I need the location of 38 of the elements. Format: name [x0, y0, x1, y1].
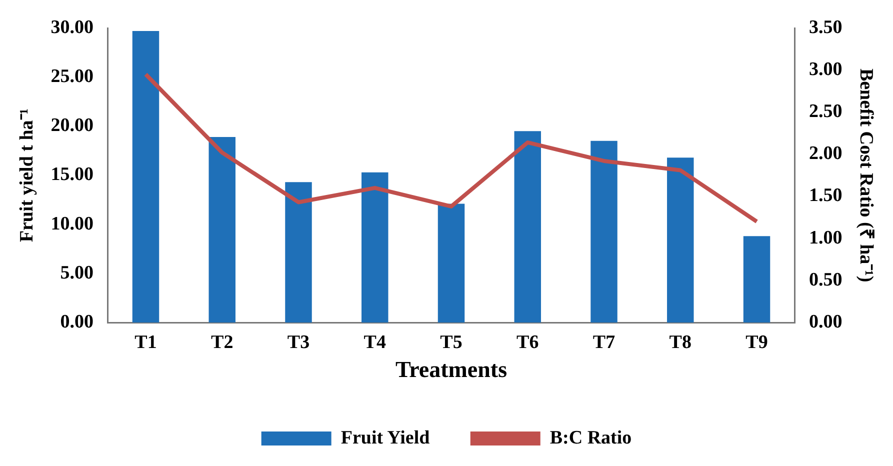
- bar: [743, 236, 770, 323]
- x-tick-label: T2: [211, 332, 234, 353]
- y2-tick-label: 0.50: [808, 269, 842, 290]
- x-tick-label: T7: [592, 332, 616, 353]
- x-axis-title: Treatments: [395, 357, 508, 382]
- y-tick-label: 0.00: [60, 312, 94, 333]
- x-tick-label: T5: [440, 332, 462, 353]
- bar: [132, 30, 160, 323]
- y2-tick-label: 1.00: [808, 227, 842, 248]
- y-tick-label: 5.00: [60, 262, 94, 284]
- bar: [667, 158, 694, 323]
- bar: [514, 131, 541, 323]
- y-tick-label: 30.00: [50, 16, 94, 38]
- x-tick-label: T3: [287, 332, 310, 353]
- bar: [590, 140, 618, 323]
- bar: [438, 204, 465, 323]
- y-tick-label: 15.00: [50, 164, 94, 186]
- x-tick-label: T1: [134, 332, 157, 353]
- bar: [208, 137, 236, 323]
- y-tick-label: 25.00: [50, 66, 94, 88]
- x-tick-label: T6: [516, 332, 539, 353]
- y2-tick-label: 1.50: [808, 185, 842, 206]
- y-tick-label: 10.00: [50, 213, 94, 234]
- x-tick-label: T4: [364, 332, 386, 353]
- y2-axis-title: Benefit Cost Ratio (₹ ha⁻¹): [856, 68, 877, 282]
- y2-tick-label: 2.50: [808, 101, 842, 122]
- y-axis-title: Fruit yield t ha⁻¹: [16, 108, 38, 242]
- y2-tick-label: 2.00: [808, 143, 842, 164]
- y2-tick-label: 3.00: [808, 58, 842, 80]
- legend-label: Fruit Yield: [340, 427, 430, 448]
- x-tick-label: T9: [746, 332, 768, 353]
- x-tick-label: T8: [669, 332, 692, 353]
- y2-tick-label: 3.50: [808, 16, 842, 38]
- y2-tick-label: 0.00: [808, 312, 842, 333]
- bar: [362, 172, 388, 323]
- bar: [285, 182, 312, 323]
- y-tick-label: 20.00: [50, 115, 94, 136]
- legend-label: B:C Ratio: [550, 427, 632, 448]
